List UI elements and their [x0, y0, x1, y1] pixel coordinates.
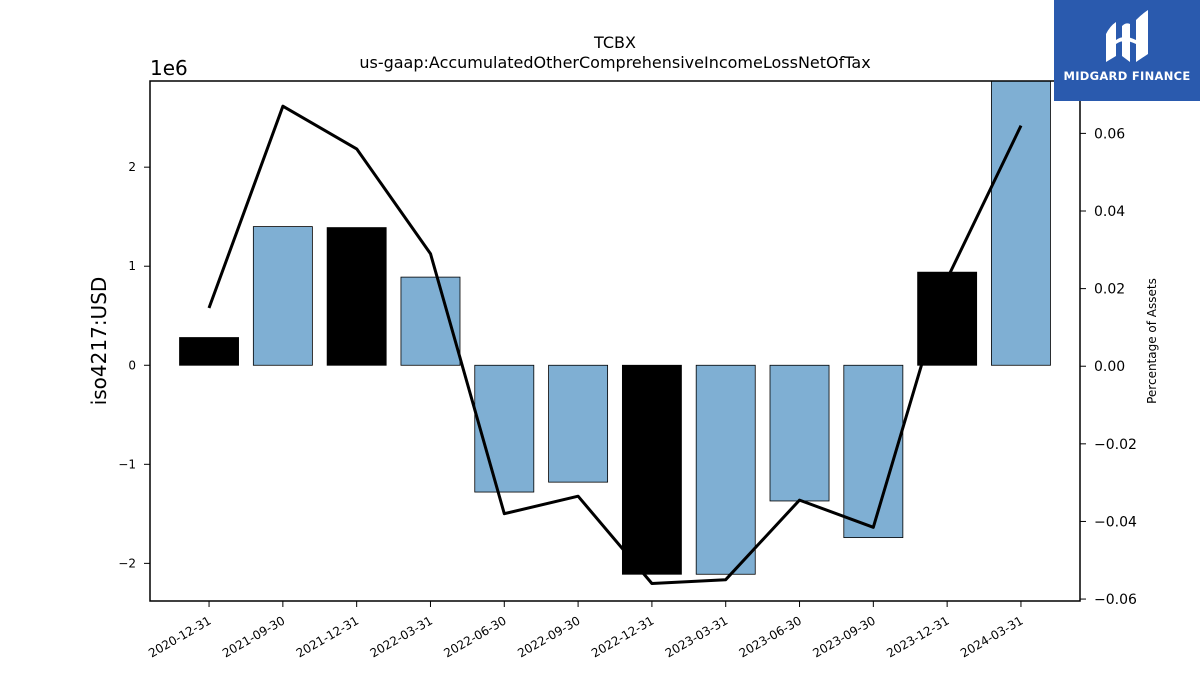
bar-2022-09-30 — [548, 364, 609, 483]
x-tick-label: 2022-03-31 — [368, 613, 435, 660]
bar-2021-12-31 — [326, 227, 387, 366]
y-tick-label: 0 — [128, 358, 136, 372]
x-tick-label: 2022-12-31 — [589, 613, 656, 660]
chart-title: TCBX — [593, 33, 636, 52]
bar-2023-09-30 — [843, 364, 904, 539]
x-tick-label: 2022-09-30 — [515, 613, 582, 660]
x-tick-label: 2021-09-30 — [220, 613, 287, 660]
bar-2023-03-31 — [695, 364, 756, 575]
bar-2022-06-30 — [474, 364, 535, 493]
bar-2022-12-31 — [621, 364, 682, 575]
y-ticks-group: −2 −1 0 1 2 — [118, 160, 150, 570]
y-tick-label: −2 — [118, 556, 136, 570]
plot-frame — [149, 80, 1081, 602]
bar-2023-06-30 — [769, 364, 830, 502]
y-offset-label: 1e6 — [150, 56, 188, 80]
y2-tick-label: 0.04 — [1094, 204, 1125, 220]
x-tick-label: 2022-06-30 — [441, 613, 508, 660]
line-layer — [207, 104, 1023, 585]
bar-2024-03-31 — [991, 80, 1051, 366]
bar-2021-09-30 — [252, 226, 313, 366]
x-tick-label: 2023-03-31 — [663, 613, 730, 660]
y-axis-label: iso4217:USD — [87, 277, 111, 406]
y2-tick-label: −0.06 — [1094, 592, 1137, 608]
x-tick-label: 2023-12-31 — [884, 613, 951, 660]
x-ticks-group: 2020-12-31 2021-09-30 2021-12-31 2022-03-31… — [146, 601, 1025, 660]
y-tick-label: −1 — [118, 457, 136, 471]
x-tick-label: 2024-03-31 — [958, 613, 1025, 660]
y-tick-label: 2 — [128, 160, 136, 174]
bar-2020-12-31 — [179, 337, 239, 366]
x-tick-label: 2023-06-30 — [737, 613, 804, 660]
y2-tick-label: −0.04 — [1094, 514, 1137, 530]
y-tick-label: 1 — [128, 259, 136, 273]
logo: MIDGARD FINANCE — [1054, 0, 1200, 101]
x-tick-label: 2023-09-30 — [810, 613, 877, 660]
y2-tick-label: −0.02 — [1094, 437, 1137, 453]
y2-tick-label: 0.06 — [1094, 126, 1125, 142]
x-tick-label: 2020-12-31 — [146, 613, 213, 660]
y2-tick-label: 0.02 — [1094, 282, 1125, 298]
y2-ticks-group: −0.06 −0.04 −0.02 0.00 0.02 0.04 0.06 — [1080, 126, 1137, 608]
logo-text: MIDGARD FINANCE — [1063, 69, 1191, 83]
midgard-logo-icon — [1106, 10, 1148, 62]
y2-tick-label: 0.00 — [1094, 359, 1125, 375]
percentage-line — [207, 104, 1023, 585]
chart-subtitle: us-gaap:AccumulatedOtherComprehensiveInc… — [359, 53, 870, 72]
bars-group — [179, 80, 1051, 575]
y2-axis-label: Percentage of Assets — [1145, 278, 1159, 404]
x-tick-label: 2021-12-31 — [294, 613, 361, 660]
